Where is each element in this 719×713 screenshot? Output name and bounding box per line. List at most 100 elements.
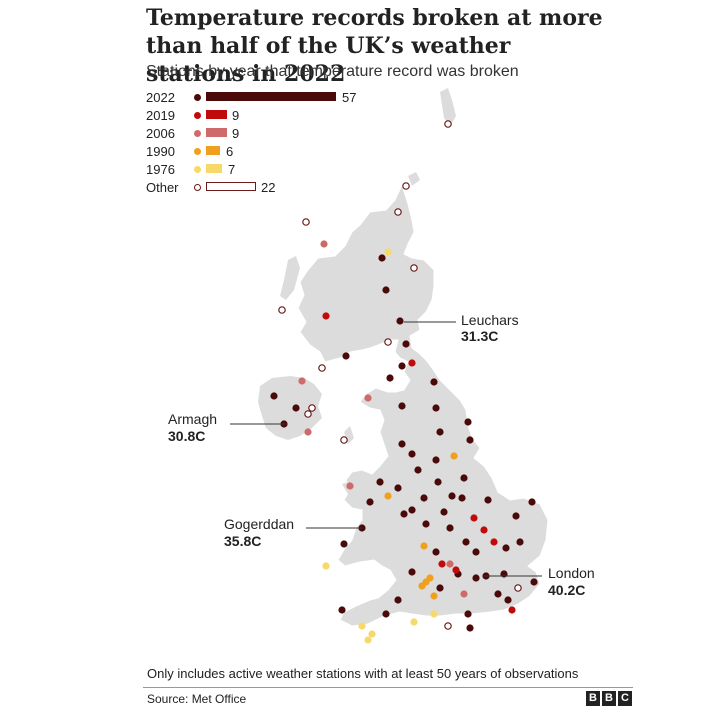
station-marker [516,538,524,546]
station-marker [462,538,470,546]
station-marker [460,590,468,598]
station-marker [402,182,410,190]
bbc-logo-block-1: B [586,691,600,706]
station-marker [448,492,456,500]
station-marker [384,492,392,500]
legend-bar [206,110,227,119]
legend-year: 1976 [146,162,175,177]
station-marker [422,520,430,528]
station-marker [340,540,348,548]
legend-year: 2022 [146,90,175,105]
station-marker [408,568,416,576]
legend-count: 9 [232,108,240,123]
station-marker [346,482,354,490]
station-marker [410,618,418,626]
bbc-logo-block-2: B [602,691,616,706]
callout-gogerddan-value: 35.8C [224,533,261,549]
legend-bar [206,182,256,191]
station-marker [414,466,422,474]
station-marker [472,548,480,556]
source-note: Source: Met Office [147,692,247,706]
footer-divider [143,687,633,688]
legend-year: Other [146,180,179,195]
callout-london-value: 40.2C [548,582,585,598]
station-marker [394,208,402,216]
station-marker [446,524,454,532]
orkney-islands [408,172,420,186]
station-marker [394,484,402,492]
station-marker [460,474,468,482]
great-britain-landmass [297,183,549,627]
station-marker [436,584,444,592]
station-marker [402,340,410,348]
legend-count: 9 [232,126,240,141]
station-marker [384,248,392,256]
station-marker [298,377,306,385]
station-marker [500,570,508,578]
station-marker [420,542,428,550]
station-marker [358,622,366,630]
station-marker [490,538,498,546]
legend-count: 22 [261,180,276,195]
station-marker [320,240,328,248]
station-marker [446,560,454,568]
station-marker [502,544,510,552]
station-marker [494,590,502,598]
callout-leuchars-name: Leuchars [461,312,519,328]
station-marker [434,478,442,486]
station-marker [384,338,392,346]
legend-dot [194,130,201,137]
legend-year: 2006 [146,126,175,141]
station-marker [484,496,492,504]
station-marker [432,456,440,464]
station-marker [480,526,488,534]
station-marker [304,428,312,436]
legend-count: 7 [228,162,236,177]
station-marker [376,478,384,486]
station-marker [340,436,348,444]
legend-bar [206,92,336,101]
legend-dot [194,166,201,173]
station-marker [514,584,522,592]
station-marker [364,636,372,644]
hebrides-islands [280,256,300,300]
station-marker [400,510,408,518]
station-marker [512,512,520,520]
station-marker [420,494,428,502]
callout-gogerddan-name: Gogerddan [224,516,294,532]
legend-count: 57 [342,90,357,105]
legend-bar [206,146,220,155]
station-marker [318,364,326,372]
station-marker [436,428,444,436]
legend-dot [194,184,201,191]
station-marker [368,630,376,638]
station-marker [322,312,330,320]
station-marker [322,562,330,570]
station-marker [410,264,418,272]
station-marker [444,622,452,630]
station-marker [396,317,404,325]
legend-dot [194,148,201,155]
station-marker [432,404,440,412]
station-marker [338,606,346,614]
station-marker [386,374,394,382]
station-markers [270,120,538,644]
station-marker [530,578,538,586]
station-marker [452,566,460,574]
callout-armagh-name: Armagh [168,411,217,427]
callout-armagh-value: 30.8C [168,428,205,444]
legend-year: 1990 [146,144,175,159]
station-marker [444,120,452,128]
legend-year: 2019 [146,108,175,123]
page-title: Temperature records broken at more than … [146,5,603,87]
station-marker [464,610,472,618]
station-marker [440,508,448,516]
station-marker [408,506,416,514]
legend-count: 6 [226,144,234,159]
station-marker [270,392,278,400]
station-marker [366,498,374,506]
station-marker [438,560,446,568]
station-marker [472,574,480,582]
station-marker [342,352,350,360]
